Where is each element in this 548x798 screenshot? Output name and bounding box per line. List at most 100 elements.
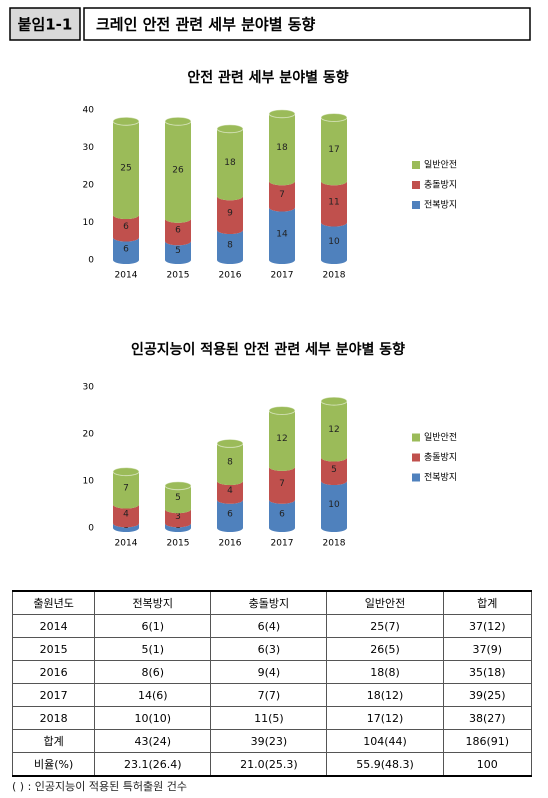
header-cell: 합계 bbox=[442, 590, 533, 615]
y-tick-label: 10 bbox=[83, 218, 95, 228]
chart-title: 안전 관련 세부 분야별 동향 bbox=[187, 69, 348, 86]
bar-top bbox=[164, 116, 192, 126]
x-tick-label: 2018 bbox=[323, 539, 346, 549]
bar-segment bbox=[165, 485, 191, 514]
bar-segment bbox=[217, 499, 243, 532]
y-tick-label: 10 bbox=[83, 477, 95, 487]
value-label: 17 bbox=[328, 145, 339, 155]
table-row: 2014 6(1) 6(4) 25(7) 37(12) bbox=[11, 614, 533, 638]
value-label: 6 bbox=[279, 509, 285, 519]
legend-swatch bbox=[412, 181, 420, 189]
bar-segment bbox=[165, 121, 191, 223]
table-cell: 38(27) bbox=[442, 706, 533, 730]
legend-swatch bbox=[412, 201, 420, 209]
table-row: 2017 14(6) 7(7) 18(12) 39(25) bbox=[11, 683, 533, 707]
value-label: 4 bbox=[227, 486, 233, 496]
table-cell: 35(18) bbox=[442, 660, 533, 684]
table-cell: 17(12) bbox=[326, 706, 444, 730]
table-cell: 39(25) bbox=[442, 683, 533, 707]
title-box bbox=[83, 7, 531, 41]
table-cell: 25(7) bbox=[326, 614, 444, 638]
table-cell: 비율(%) bbox=[11, 752, 96, 777]
value-label: 14 bbox=[276, 229, 288, 239]
bar-top bbox=[268, 109, 296, 119]
bar-segment bbox=[321, 181, 347, 227]
value-label: 4 bbox=[123, 509, 129, 519]
value-label: 6 bbox=[175, 226, 181, 236]
table-cell: 8(6) bbox=[94, 660, 212, 684]
bar-segment bbox=[113, 215, 139, 242]
legend-swatch bbox=[412, 453, 420, 462]
table-cell: 2017 bbox=[11, 683, 96, 707]
bar-segment bbox=[113, 471, 139, 509]
bar-segment bbox=[217, 230, 243, 264]
table-header-row: 출원년도 전복방지 충돌방지 일반안전 합계 bbox=[11, 590, 533, 615]
data-table: 출원년도 전복방지 충돌방지 일반안전 합계 2014 6(1) 6(4) 25(7) 37(12… bbox=[11, 590, 533, 777]
bar-top bbox=[320, 113, 348, 122]
bar-segment bbox=[321, 401, 347, 462]
table-cell: 37(12) bbox=[442, 614, 533, 638]
value-label: 7 bbox=[279, 479, 285, 489]
table-cell: 7(7) bbox=[210, 683, 328, 707]
x-tick-label: 2017 bbox=[271, 539, 294, 549]
bar-segment bbox=[269, 207, 295, 264]
bar-segment bbox=[113, 523, 139, 532]
footnote: ( ) : 인공지능이 적용된 특허출원 건수 bbox=[12, 780, 187, 793]
bar-segment bbox=[321, 481, 347, 532]
bar-segment bbox=[165, 241, 191, 264]
table-row: 2016 8(6) 9(4) 18(8) 35(18) bbox=[11, 660, 533, 684]
value-label: 5 bbox=[175, 246, 181, 256]
x-tick-label: 2014 bbox=[115, 539, 138, 549]
value-label: 10 bbox=[328, 500, 340, 510]
bar-top bbox=[112, 116, 140, 126]
y-tick-label: 20 bbox=[83, 181, 95, 191]
value-label: 8 bbox=[227, 241, 233, 251]
bar-segment bbox=[269, 181, 295, 212]
legend-label: 일반안전 bbox=[424, 160, 457, 171]
value-label: 5 bbox=[175, 493, 181, 503]
value-label: 12 bbox=[328, 425, 339, 435]
chart-title: 인공지능이 적용된 안전 관련 세부 분야별 동향 bbox=[131, 341, 405, 358]
bar-segment bbox=[165, 509, 191, 528]
y-tick-label: 40 bbox=[83, 106, 95, 116]
bar-segment bbox=[165, 523, 191, 532]
header-cell: 충돌방지 bbox=[210, 590, 328, 615]
legend-label: 전복방지 bbox=[424, 472, 457, 483]
value-label: 8 bbox=[227, 458, 233, 468]
table-cell: 43(24) bbox=[94, 729, 212, 753]
value-label: 18 bbox=[276, 143, 288, 153]
table-cell: 2015 bbox=[11, 637, 96, 661]
x-tick-label: 2016 bbox=[219, 539, 242, 549]
y-tick-label: 0 bbox=[88, 256, 94, 266]
bar-top bbox=[216, 124, 244, 134]
x-tick-label: 2018 bbox=[323, 271, 346, 281]
header-cell: 전복방지 bbox=[94, 590, 212, 615]
legend-label: 충돌방지 bbox=[424, 180, 457, 191]
table-row: 합계 43(24) 39(23) 104(44) 186(91) bbox=[11, 729, 533, 753]
table-row: 비율(%) 23.1(26.4) 21.0(25.3) 55.9(48.3) 100 bbox=[11, 752, 533, 777]
table-cell: 26(5) bbox=[326, 637, 444, 661]
value-label: 9 bbox=[227, 209, 233, 219]
table-cell: 55.9(48.3) bbox=[326, 752, 444, 777]
value-label: 6 bbox=[123, 222, 129, 232]
value-label: 12 bbox=[276, 434, 287, 444]
table-cell: 37(9) bbox=[442, 637, 533, 661]
bar-segment bbox=[217, 196, 243, 234]
bar-segment bbox=[113, 504, 139, 528]
document: 붙임1-1 크레인 안전 관련 세부 분야별 동향 안전 관련 세부 분야별 동… bbox=[9, 7, 531, 549]
x-tick-label: 2015 bbox=[167, 271, 190, 281]
value-label: 3 bbox=[175, 512, 181, 522]
bar-top bbox=[164, 481, 192, 491]
table-cell: 39(23) bbox=[210, 729, 328, 753]
table-cell: 6(3) bbox=[210, 637, 328, 661]
bar-segment bbox=[217, 128, 243, 201]
bar-top bbox=[216, 438, 244, 448]
header-label: 붙임1-1 bbox=[18, 16, 73, 34]
bar-segment bbox=[321, 222, 347, 264]
legend-swatch bbox=[412, 473, 420, 482]
y-tick-label: 0 bbox=[88, 524, 94, 534]
value-label: 10 bbox=[328, 237, 340, 247]
table-cell: 6(1) bbox=[94, 614, 212, 638]
table-cell: 2014 bbox=[11, 614, 96, 638]
table-cell: 18(8) bbox=[326, 660, 444, 684]
